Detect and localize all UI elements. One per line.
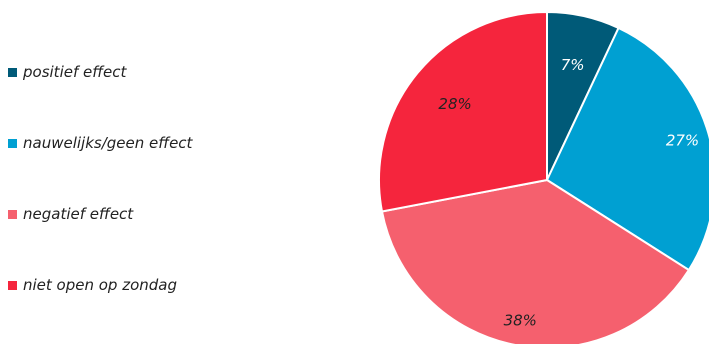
legend-item-negatief-effect: negatief effect (8, 205, 133, 223)
legend-label-niet-open-op-zondag: niet open op zondag (23, 276, 178, 294)
pie-slice-labels: 7% 27% 38% 28% (438, 56, 699, 329)
pie-slice-label-niet-open-op-zondag: 28% (438, 95, 471, 113)
legend-label-nauwelijks-geen-effect: nauwelijks/geen effect (23, 134, 193, 152)
pie-slice-nauwelijks-geen-effect (545, 26, 709, 272)
pie-slice-niet-open-op-zondag (378, 10, 548, 213)
pie-slice-label-negatief-effect: 38% (504, 311, 537, 329)
pie-slice-label-nauwelijks-geen-effect: 27% (666, 132, 699, 150)
pie-slice-negatief-effect (380, 178, 691, 344)
legend-label-positief-effect: positief effect (23, 63, 127, 81)
legend-item-positief-effect: positief effect (8, 63, 126, 81)
pie-slices (378, 10, 709, 344)
chart-legend: positief effect nauwelijks/geen effect n… (8, 0, 308, 344)
legend-item-niet-open-op-zondag: niet open op zondag (8, 276, 177, 294)
legend-swatch-nauwelijks-geen-effect (8, 138, 17, 148)
legend-item-nauwelijks-geen-effect: nauwelijks/geen effect (8, 134, 192, 152)
legend-label-negatief-effect: negatief effect (23, 205, 134, 223)
legend-swatch-niet-open-op-zondag (8, 280, 17, 290)
legend-swatch-negatief-effect (8, 209, 17, 219)
pie-slice-label-positief-effect: 7% (561, 56, 585, 74)
legend-swatch-positief-effect (8, 67, 17, 77)
